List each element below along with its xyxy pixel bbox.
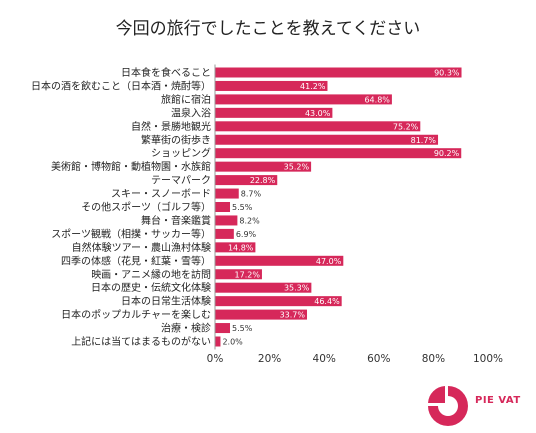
bar <box>215 188 239 199</box>
brand-name: PIE VAT <box>475 395 521 406</box>
category-label: 自然・景勝地観光 <box>131 120 211 133</box>
data-label: 90.3% <box>434 69 460 78</box>
data-label: 6.9% <box>236 230 257 239</box>
bar <box>215 161 312 172</box>
bar <box>215 309 308 320</box>
category-label: 自然体験ツアー・農山漁村体験 <box>72 241 211 254</box>
data-label: 5.5% <box>232 203 253 212</box>
chart-title: 今回の旅行でしたことを教えてください <box>115 19 421 39</box>
data-label: 47.0% <box>316 257 342 266</box>
bar <box>215 215 238 226</box>
data-label: 5.5% <box>232 324 253 333</box>
bar <box>215 107 333 118</box>
category-label: 四季の体感（花見・紅葉・雪等） <box>61 254 211 267</box>
category-label: その他スポーツ（ゴルフ等） <box>81 201 211 214</box>
data-label: 35.3% <box>284 284 310 293</box>
data-label: 46.4% <box>314 297 340 306</box>
category-label: 旅館に宿泊 <box>161 93 211 106</box>
category-label: 繁華街の街歩き <box>141 133 211 146</box>
data-label: 14.8% <box>228 243 254 252</box>
category-label: 美術館・博物館・動植物園・水族館 <box>51 160 211 173</box>
category-label: 治療・検診 <box>161 322 211 335</box>
bar <box>215 255 344 266</box>
category-label: スポーツ観戦（相撲・サッカー等） <box>51 227 211 240</box>
x-tick-label: 0% <box>207 353 224 365</box>
bar <box>215 94 392 105</box>
category-label: スキー・スノーボード <box>111 188 211 200</box>
category-label: 舞台・音楽鑑賞 <box>141 214 211 227</box>
data-label: 75.2% <box>393 122 419 131</box>
data-label: 8.2% <box>239 216 260 225</box>
data-label: 64.8% <box>364 95 390 104</box>
brand-logo: PIE VAT <box>425 381 535 431</box>
x-tick-label: 40% <box>313 353 336 365</box>
bar <box>215 67 462 78</box>
category-label: 温泉入浴 <box>171 106 211 119</box>
bar <box>215 80 328 91</box>
category-label: 日本食を食べること <box>121 66 211 79</box>
bars-layer: 日本食を食べること 90.3% 日本の酒を飲むこと（日本酒・焼酎等） 41.2% 旅館に… <box>31 66 462 348</box>
bar <box>215 323 231 334</box>
x-tick-label: 20% <box>258 353 281 365</box>
bar <box>215 228 234 239</box>
bar <box>215 134 439 145</box>
bar <box>215 121 421 132</box>
x-tick-label: 60% <box>367 353 390 365</box>
data-label: 8.7% <box>241 190 262 199</box>
category-label: 上記には当てはまるものがない <box>71 335 211 348</box>
bar <box>215 242 256 253</box>
data-label: 22.8% <box>250 176 276 185</box>
pie-chart-icon <box>428 386 468 426</box>
bar <box>215 296 342 307</box>
bar <box>215 148 462 159</box>
data-label: 41.2% <box>300 82 326 91</box>
axis-layer: 0% 20% 40% 60% 80% 100% <box>207 64 503 365</box>
x-tick-label: 80% <box>422 353 445 365</box>
category-label: 日本の酒を飲むこと（日本酒・焼酎等） <box>31 79 211 92</box>
bar <box>215 175 278 186</box>
bar <box>215 269 262 280</box>
bar <box>215 336 221 347</box>
x-tick-label: 100% <box>473 353 503 365</box>
data-label: 43.0% <box>305 109 331 118</box>
data-label: 2.0% <box>222 338 243 347</box>
category-label: 日本のポップカルチャーを楽しむ <box>61 308 211 321</box>
category-label: テーマパーク <box>151 175 211 187</box>
data-label: 17.2% <box>235 270 261 279</box>
category-label: 日本の歴史・伝統文化体験 <box>91 281 211 294</box>
data-label: 81.7% <box>411 136 437 145</box>
category-label: 映画・アニメ縁の地を訪問 <box>91 268 211 281</box>
data-label: 33.7% <box>280 311 306 320</box>
category-label: ショッピング <box>151 147 211 160</box>
bar <box>215 282 312 293</box>
data-label: 35.2% <box>284 163 310 172</box>
data-label: 90.2% <box>434 149 460 158</box>
bar <box>215 202 231 212</box>
category-label: 日本の日常生活体験 <box>121 295 211 308</box>
